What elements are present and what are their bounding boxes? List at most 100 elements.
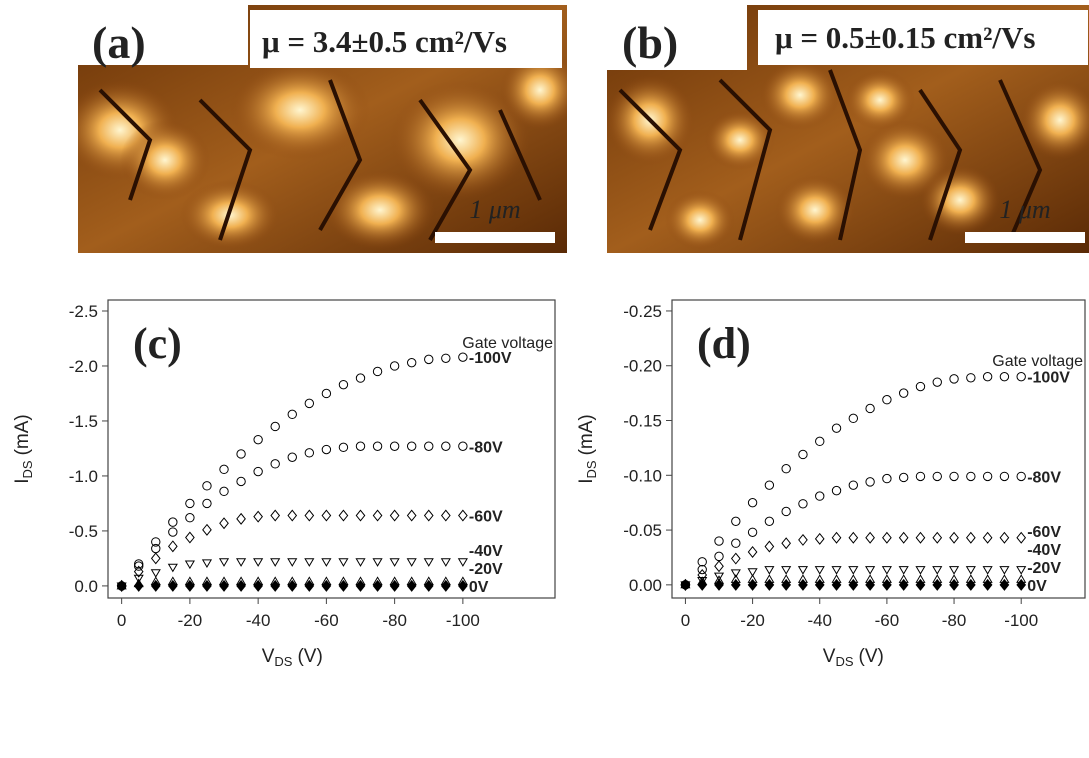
- data-point: [287, 558, 298, 567]
- data-point: [781, 578, 792, 591]
- data-point: [831, 566, 842, 575]
- data-point: [982, 531, 993, 544]
- data-point: [201, 559, 213, 568]
- data-point: [440, 579, 451, 592]
- data-point: [731, 516, 741, 527]
- data-point: [185, 498, 195, 509]
- data-point: [236, 476, 246, 487]
- data-point: [167, 540, 178, 553]
- data-point: [372, 558, 383, 567]
- data-point: [848, 480, 859, 490]
- data-point: [898, 566, 909, 575]
- y-tick-label: -0.25: [623, 302, 662, 321]
- data-point: [949, 531, 959, 544]
- data-point: [949, 471, 959, 482]
- data-point: [982, 566, 993, 575]
- series: [116, 579, 468, 592]
- y-tick-label: -1.0: [69, 467, 98, 486]
- data-point: [798, 449, 808, 460]
- data-point: [932, 566, 943, 575]
- data-point: [253, 466, 263, 477]
- data-point: [270, 558, 281, 567]
- data-point: [406, 558, 417, 567]
- data-point: [798, 533, 808, 546]
- data-point: [423, 509, 434, 522]
- data-point: [287, 579, 298, 592]
- data-point: [253, 510, 263, 523]
- data-point: [372, 441, 383, 451]
- data-point: [882, 473, 892, 484]
- y-axis-title-unit: (mA): [12, 414, 33, 455]
- data-point: [831, 578, 842, 591]
- data-point: [831, 485, 842, 496]
- series-label: -80V: [1027, 469, 1061, 486]
- data-point: [304, 509, 315, 522]
- data-point: [730, 552, 741, 565]
- data-point: [458, 579, 468, 592]
- x-tick-label: -80: [382, 611, 407, 630]
- data-point: [389, 509, 400, 522]
- x-tick-label: -40: [807, 611, 832, 630]
- data-point: [1016, 531, 1027, 544]
- data-point: [219, 579, 229, 592]
- data-point: [730, 578, 741, 591]
- series-label: -100V: [469, 350, 512, 367]
- data-point: [764, 516, 775, 527]
- data-point: [966, 373, 976, 383]
- series-label: -100V: [1027, 370, 1070, 387]
- data-point: [815, 436, 825, 447]
- data-point: [999, 371, 1010, 382]
- data-point: [882, 578, 892, 591]
- x-axis-title-main: V: [262, 646, 275, 667]
- data-point: [731, 538, 741, 548]
- data-point: [424, 354, 434, 365]
- data-point: [321, 579, 332, 592]
- data-point: [167, 579, 178, 592]
- data-point: [747, 545, 758, 558]
- data-point: [714, 551, 724, 562]
- data-point: [865, 531, 875, 544]
- data-point: [865, 403, 875, 414]
- y-axis-title-main: I: [12, 478, 33, 483]
- data-point: [814, 578, 825, 591]
- data-point: [999, 578, 1010, 591]
- data-point: [355, 373, 366, 383]
- x-tick-label: -80: [942, 611, 967, 630]
- data-point: [982, 578, 993, 591]
- x-tick-label: -100: [446, 611, 480, 630]
- data-point: [697, 568, 708, 581]
- data-point: [202, 523, 212, 536]
- data-point: [948, 566, 960, 575]
- series-label: -20V: [469, 561, 503, 578]
- annotation: Gate voltage: [992, 353, 1083, 370]
- panel-label: (a): [92, 17, 146, 68]
- data-point: [865, 578, 875, 591]
- data-point: [406, 441, 417, 451]
- data-point: [150, 552, 161, 565]
- y-tick-label: -0.05: [623, 521, 662, 540]
- data-point: [236, 579, 246, 592]
- data-point: [848, 413, 859, 424]
- data-point: [798, 578, 808, 591]
- data-point: [713, 572, 725, 582]
- data-point: [1016, 471, 1026, 482]
- data-point: [168, 517, 178, 527]
- data-point: [389, 441, 400, 451]
- plot-frame: [671, 299, 1086, 599]
- y-tick-label: -0.20: [623, 357, 662, 376]
- data-point: [697, 578, 708, 591]
- data-point: [781, 566, 792, 575]
- data-point: [151, 537, 161, 547]
- data-point: [406, 579, 417, 592]
- data-point: [372, 366, 383, 377]
- y-axis-title: IDS (mA): [576, 414, 599, 484]
- series-label: -40V: [1027, 542, 1061, 559]
- data-point: [423, 558, 434, 567]
- data-point: [423, 579, 434, 592]
- afm-image-a: [78, 5, 567, 253]
- data-point: [747, 578, 758, 591]
- y-tick-label: -1.5: [69, 412, 98, 431]
- y-tick-label: 0.0: [74, 577, 98, 596]
- data-point: [932, 377, 942, 387]
